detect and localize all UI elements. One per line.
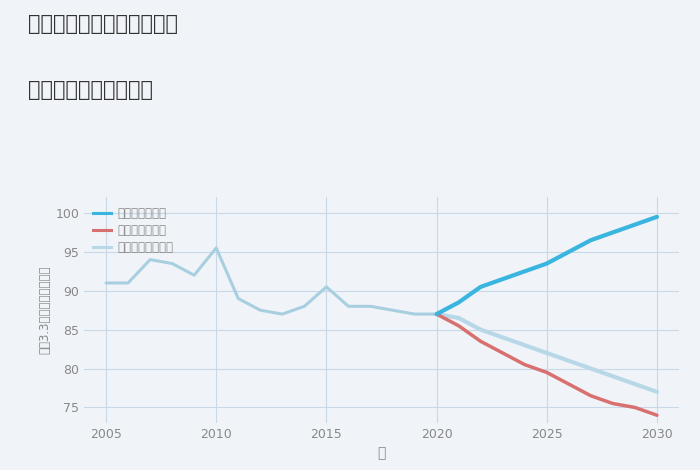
X-axis label: 年: 年	[377, 446, 386, 461]
Text: 中古戸建ての価格推移: 中古戸建ての価格推移	[28, 80, 153, 100]
Y-axis label: 坪（3.3㎡）単価（万円）: 坪（3.3㎡）単価（万円）	[38, 266, 51, 354]
Legend: グッドシナリオ, バッドシナリオ, ノーマルシナリオ: グッドシナリオ, バッドシナリオ, ノーマルシナリオ	[90, 204, 176, 258]
Text: 愛知県稲沢市平和町法立の: 愛知県稲沢市平和町法立の	[28, 14, 178, 34]
